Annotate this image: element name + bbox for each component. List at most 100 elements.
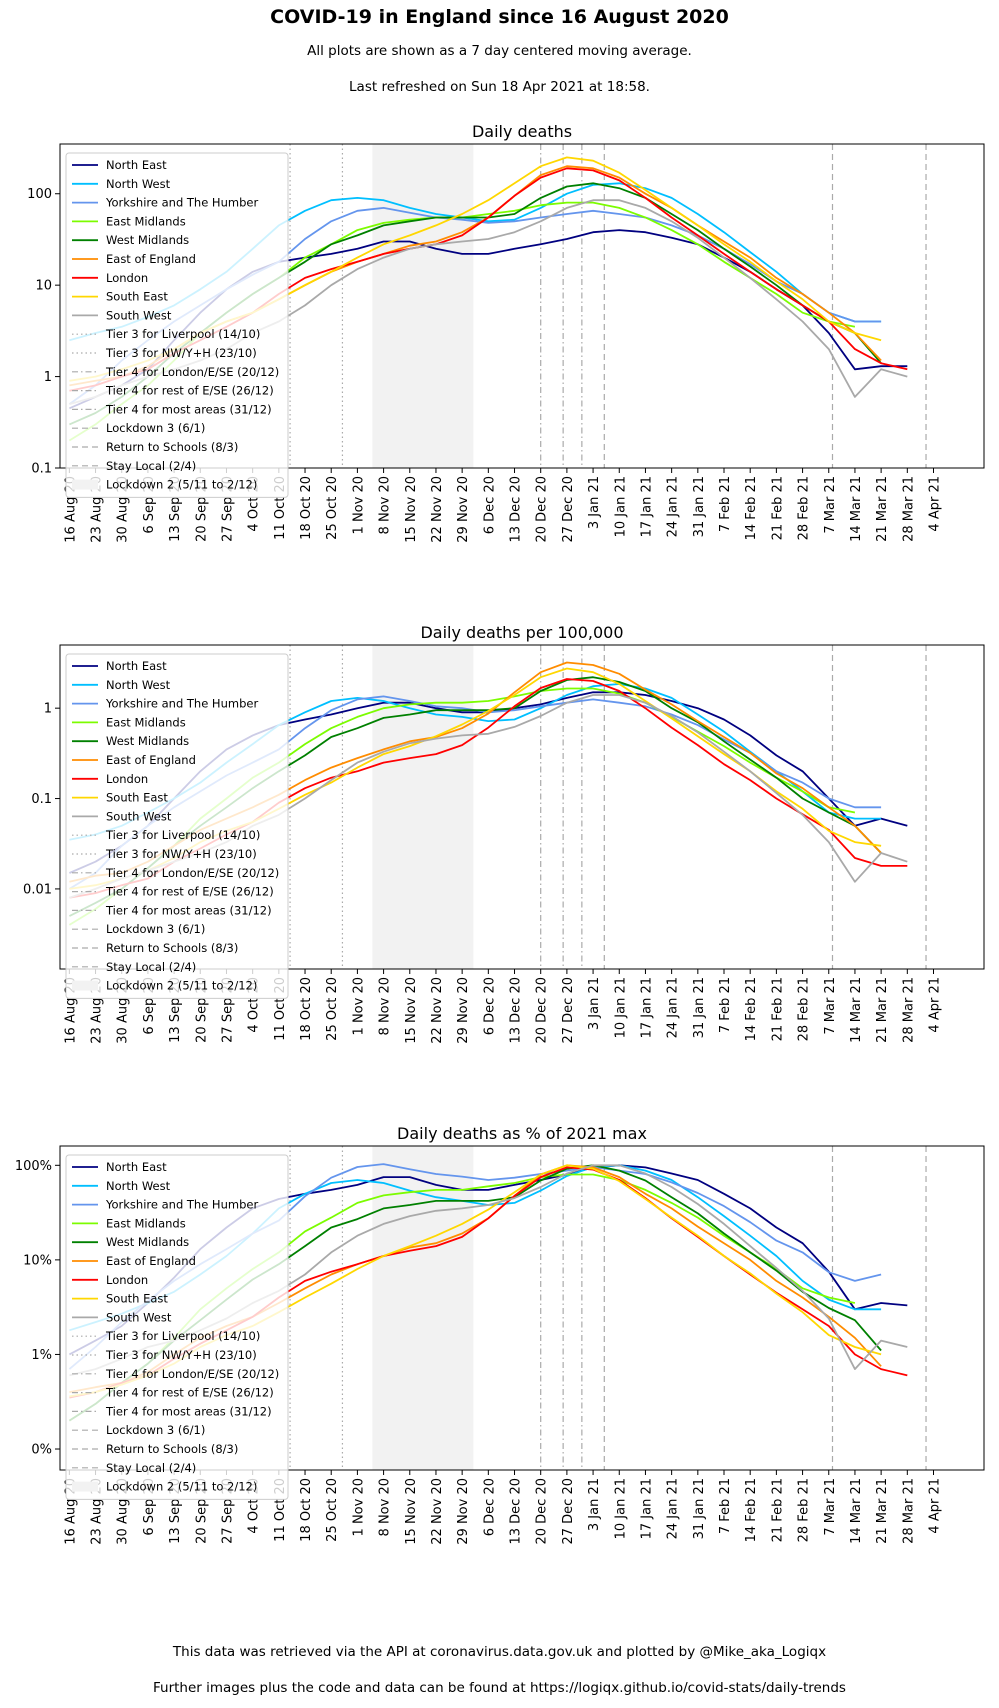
legend-label: Tier 3 for NW/Y+H (23/10) xyxy=(105,1348,257,1362)
x-tick-label: 15 Nov 20 xyxy=(404,476,419,543)
legend-label: East Midlands xyxy=(106,1216,186,1230)
x-tick-label: 6 Dec 20 xyxy=(482,977,497,1035)
x-tick-label: 27 Dec 20 xyxy=(561,476,576,543)
x-tick-label: 21 Mar 21 xyxy=(875,476,890,542)
legend-box xyxy=(65,152,289,498)
y-tick-label: 0.1 xyxy=(31,462,52,477)
legend-label: East of England xyxy=(106,252,196,266)
legend-label: Tier 4 for London/E/SE (20/12) xyxy=(105,365,279,379)
legend-label: Lockdown 2 (5/11 to 2/12) xyxy=(106,478,257,492)
x-tick-label: 20 Dec 20 xyxy=(535,977,550,1044)
legend-label: South West xyxy=(106,308,172,322)
page-title: COVID-19 in England since 16 August 2020 xyxy=(270,6,729,28)
x-tick-label: 10 Jan 21 xyxy=(613,1478,628,1539)
x-tick-label: 3 Jan 21 xyxy=(587,977,602,1030)
y-tick-label: 0.1 xyxy=(31,792,52,807)
x-tick-label: 1 Nov 20 xyxy=(351,977,366,1035)
x-tick-label: 21 Mar 21 xyxy=(875,977,890,1043)
y-tick-label: 0% xyxy=(31,1443,52,1458)
x-tick-label: 14 Mar 21 xyxy=(849,977,864,1043)
legend-label: Tier 4 for most areas (31/12) xyxy=(105,402,272,416)
x-tick-label: 10 Jan 21 xyxy=(613,977,628,1038)
chart-title: Daily deaths as % of 2021 max xyxy=(397,1124,647,1143)
x-tick-label: 10 Jan 21 xyxy=(613,476,628,537)
x-tick-label: 24 Jan 21 xyxy=(666,476,681,537)
x-tick-label: 18 Oct 20 xyxy=(299,476,314,540)
x-tick-label: 15 Nov 20 xyxy=(404,977,419,1044)
legend-label: Lockdown 3 (6/1) xyxy=(106,421,205,435)
legend-label: Return to Schools (8/3) xyxy=(106,1442,238,1456)
legend-label: Tier 4 for most areas (31/12) xyxy=(105,903,272,917)
legend-box xyxy=(65,653,289,999)
chart-daily-deaths-pct-max: Daily deaths as % of 2021 max 0% 1% 10% 100%… xyxy=(15,1124,985,1545)
lockdown-2-span xyxy=(372,645,474,969)
legend-label: North West xyxy=(106,1179,171,1193)
legend-label: Tier 3 for Liverpool (14/10) xyxy=(105,828,260,842)
x-tick-label: 4 Apr 21 xyxy=(927,977,942,1033)
legend-label: Tier 4 for rest of E/SE (26/12) xyxy=(105,885,274,899)
page-subtitle-average: All plots are shown as a 7 day centered … xyxy=(307,43,692,59)
x-tick-label: 8 Nov 20 xyxy=(378,476,393,534)
x-tick-label: 31 Jan 21 xyxy=(692,476,707,537)
legend-label: Yorkshire and The Humber xyxy=(105,1198,258,1212)
footer-further-images: Further images plus the code and data ca… xyxy=(153,1680,846,1696)
legend-label: Return to Schools (8/3) xyxy=(106,941,238,955)
y-tick-label: 10% xyxy=(23,1253,52,1268)
legend-label: Tier 3 for NW/Y+H (23/10) xyxy=(105,847,257,861)
legend-label: London xyxy=(106,1273,148,1287)
x-tick-label: 1 Nov 20 xyxy=(351,476,366,534)
plot-frame xyxy=(59,644,985,970)
x-tick-label: 14 Feb 21 xyxy=(744,476,759,540)
legend-label: Tier 3 for NW/Y+H (23/10) xyxy=(105,346,257,360)
x-tick-label: 21 Feb 21 xyxy=(770,977,785,1041)
page-subtitle-refreshed: Last refreshed on Sun 18 Apr 2021 at 18:… xyxy=(349,79,650,95)
x-tick-label: 13 Dec 20 xyxy=(509,476,524,543)
legend-label: North East xyxy=(106,659,167,673)
x-tick-label: 17 Jan 21 xyxy=(639,476,654,537)
x-tick-label: 3 Jan 21 xyxy=(587,1478,602,1531)
x-tick-label: 18 Oct 20 xyxy=(299,1478,314,1542)
x-tick-label: 21 Mar 21 xyxy=(875,1478,890,1544)
x-tick-label: 7 Feb 21 xyxy=(718,1478,733,1534)
x-tick-label: 17 Jan 21 xyxy=(639,1478,654,1539)
legend-label: Lockdown 3 (6/1) xyxy=(106,922,205,936)
legend-swatch xyxy=(72,980,98,991)
legend-label: West Midlands xyxy=(106,233,189,247)
x-tick-label: 14 Mar 21 xyxy=(849,1478,864,1544)
plot-frame xyxy=(59,1145,985,1471)
legend-label: Lockdown 3 (6/1) xyxy=(106,1423,205,1437)
legend-label: Yorkshire and The Humber xyxy=(105,697,258,711)
footer-source: This data was retrieved via the API at c… xyxy=(172,1644,827,1660)
legend-label: Tier 3 for Liverpool (14/10) xyxy=(105,1329,260,1343)
legend-label: Tier 3 for Liverpool (14/10) xyxy=(105,327,260,341)
lockdown-2-span xyxy=(372,144,474,468)
x-tick-label: 18 Oct 20 xyxy=(299,977,314,1041)
x-tick-label: 1 Nov 20 xyxy=(351,1478,366,1536)
x-tick-label: 6 Dec 20 xyxy=(482,476,497,534)
x-tick-label: 21 Feb 21 xyxy=(770,476,785,540)
legend-label: North East xyxy=(106,1160,167,1174)
x-tick-label: 25 Oct 20 xyxy=(325,476,340,540)
legend-label: Tier 4 for most areas (31/12) xyxy=(105,1404,272,1418)
legend-swatch xyxy=(72,479,98,490)
x-tick-label: 20 Dec 20 xyxy=(535,1478,550,1545)
legend-label: South East xyxy=(106,791,168,805)
legend-label: East Midlands xyxy=(106,715,186,729)
legend-box xyxy=(65,1154,289,1500)
legend-label: Stay Local (2/4) xyxy=(106,459,196,473)
x-tick-label: 13 Dec 20 xyxy=(509,977,524,1044)
x-tick-label: 17 Jan 21 xyxy=(639,977,654,1038)
legend-label: Return to Schools (8/3) xyxy=(106,440,238,454)
x-tick-label: 31 Jan 21 xyxy=(692,977,707,1038)
y-tick-label: 1% xyxy=(31,1348,52,1363)
x-tick-label: 27 Dec 20 xyxy=(561,1478,576,1545)
x-tick-label: 4 Apr 21 xyxy=(927,476,942,532)
x-tick-label: 28 Mar 21 xyxy=(901,1478,916,1544)
legend-label: London xyxy=(106,271,148,285)
x-tick-label: 15 Nov 20 xyxy=(404,1478,419,1545)
legend-label: South East xyxy=(106,290,168,304)
x-tick-label: 29 Nov 20 xyxy=(456,476,471,543)
legend-label: Lockdown 2 (5/11 to 2/12) xyxy=(106,979,257,993)
